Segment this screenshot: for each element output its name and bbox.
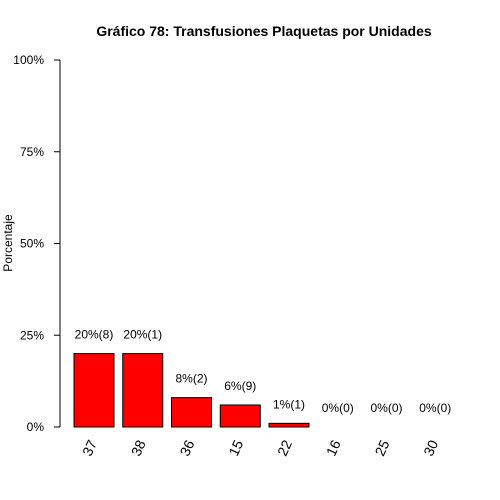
y-tick-label: 25% bbox=[20, 328, 44, 342]
category-label: 37 bbox=[79, 437, 100, 458]
category-label: 36 bbox=[176, 437, 197, 458]
bar-value-label: 20%(8) bbox=[75, 328, 114, 342]
y-tick-label: 0% bbox=[27, 420, 45, 434]
bar-labels-group: 20%(8) 20%(1) 8%(2) 6%(9) 1%(1) 0%(0) 0%(0) 0%(… bbox=[75, 328, 452, 415]
category-label: 30 bbox=[420, 437, 441, 458]
bars-group bbox=[73, 353, 310, 428]
category-label: 15 bbox=[225, 437, 246, 458]
y-tick-label: 100% bbox=[13, 53, 44, 67]
bar-value-label: 20%(1) bbox=[123, 328, 162, 342]
bar bbox=[268, 422, 310, 428]
bar-value-label: 0%(0) bbox=[370, 401, 402, 415]
chart-title: Gráfico 78: Transfusiones Plaquetas por … bbox=[96, 23, 432, 39]
bar bbox=[73, 353, 115, 428]
bar-value-label: 1%(1) bbox=[273, 397, 305, 411]
category-label: 22 bbox=[274, 437, 295, 458]
bar bbox=[219, 404, 261, 428]
bar-value-label: 0%(0) bbox=[419, 401, 451, 415]
category-label: 16 bbox=[323, 437, 344, 458]
bar-value-label: 0%(0) bbox=[322, 401, 354, 415]
y-tick-label: 50% bbox=[20, 237, 44, 251]
y-axis: 0% 25% 50% 75% 100% bbox=[13, 53, 61, 434]
bar bbox=[171, 397, 212, 428]
category-label: 25 bbox=[371, 437, 392, 458]
y-axis-label: Porcentaje bbox=[1, 214, 15, 272]
y-tick-label: 75% bbox=[20, 145, 44, 159]
bar-value-label: 6%(9) bbox=[224, 379, 256, 393]
bar bbox=[122, 353, 164, 428]
category-labels-group: 37 38 36 15 22 16 25 30 bbox=[79, 437, 441, 458]
category-label: 38 bbox=[128, 437, 149, 458]
bar-value-label: 8%(2) bbox=[175, 372, 207, 386]
